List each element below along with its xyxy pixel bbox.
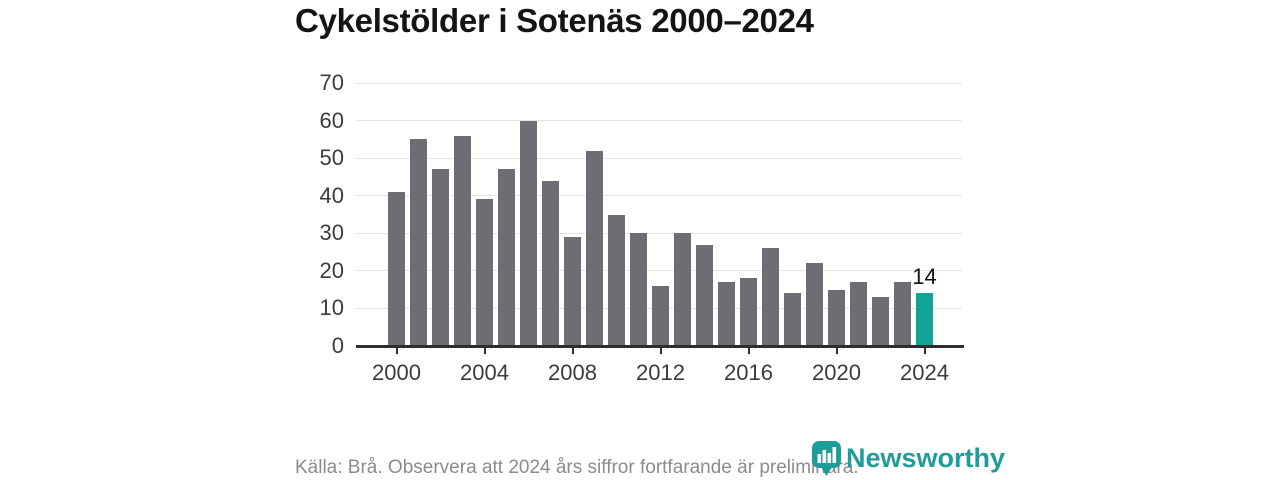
bar-2020 bbox=[828, 289, 845, 346]
x-tick bbox=[659, 347, 662, 354]
y-tick-label: 20 bbox=[319, 257, 344, 283]
newsworthy-pin-icon bbox=[812, 441, 841, 476]
bar-2000 bbox=[388, 191, 405, 346]
x-tick bbox=[395, 347, 398, 354]
chart-title: Cykelstölder i Sotenäs 2000–2024 bbox=[295, 2, 814, 39]
x-tick-label: 2012 bbox=[636, 360, 685, 385]
x-tick-label: 2024 bbox=[900, 360, 949, 385]
bar-2002 bbox=[432, 169, 449, 346]
x-tick-label: 2020 bbox=[812, 360, 861, 385]
x-tick bbox=[835, 347, 838, 354]
bar-2019 bbox=[806, 263, 823, 346]
x-tick bbox=[923, 347, 926, 354]
bar-2018 bbox=[784, 293, 801, 346]
x-tick bbox=[571, 347, 574, 354]
y-tick-label: 60 bbox=[319, 107, 344, 133]
x-tick-label: 2000 bbox=[372, 360, 421, 385]
x-tick-label: 2004 bbox=[460, 360, 509, 385]
bar-2024 bbox=[916, 293, 933, 346]
y-tick-label: 30 bbox=[319, 220, 344, 246]
bar-2008 bbox=[564, 237, 581, 346]
bar-2013 bbox=[674, 233, 691, 346]
bar-2001 bbox=[410, 139, 427, 346]
x-tick bbox=[483, 347, 486, 354]
bar-2006 bbox=[520, 120, 537, 346]
x-tick-label: 2008 bbox=[548, 360, 597, 385]
y-tick-label: 0 bbox=[331, 333, 344, 358]
bar-2015 bbox=[718, 282, 735, 346]
newsworthy-logo[interactable]: Newsworthy bbox=[812, 441, 1005, 476]
gridline bbox=[356, 82, 962, 84]
x-tick-label: 2016 bbox=[724, 360, 773, 385]
y-tick-label: 50 bbox=[319, 145, 344, 171]
bar-2007 bbox=[542, 180, 559, 346]
gridline bbox=[356, 270, 962, 272]
bar-2023 bbox=[894, 282, 911, 346]
bar-2022 bbox=[872, 297, 889, 346]
y-tick-label: 70 bbox=[319, 70, 344, 95]
y-tick-label: 10 bbox=[319, 295, 344, 321]
bar-2021 bbox=[850, 282, 867, 346]
bar-2017 bbox=[762, 248, 779, 346]
gridline bbox=[356, 120, 962, 122]
bar-2004 bbox=[476, 199, 493, 346]
bar-2012 bbox=[652, 285, 669, 346]
bar-2011 bbox=[630, 233, 647, 346]
bar-2014 bbox=[696, 244, 713, 346]
source-note: Källa: Brå. Observera att 2024 års siffr… bbox=[295, 457, 859, 478]
y-tick-label: 40 bbox=[319, 182, 344, 208]
gridline bbox=[356, 157, 962, 159]
plot-area: 14 bbox=[356, 82, 962, 346]
newsworthy-wordmark: Newsworthy bbox=[846, 443, 1006, 473]
bar-2016 bbox=[740, 278, 757, 346]
bar-value-label: 14 bbox=[912, 264, 937, 290]
bar-2009 bbox=[586, 150, 603, 346]
y-axis: 0 10 20 30 40 50 60 70 bbox=[260, 70, 344, 358]
x-axis: 2000 2004 2008 2012 2016 2020 2024 bbox=[356, 346, 962, 391]
x-axis-line bbox=[356, 344, 964, 348]
bar-2010 bbox=[608, 214, 625, 346]
bar-2003 bbox=[454, 135, 471, 346]
x-tick bbox=[747, 347, 750, 354]
bar-2005 bbox=[498, 169, 515, 346]
gridline bbox=[356, 195, 962, 197]
gridline bbox=[356, 232, 962, 234]
